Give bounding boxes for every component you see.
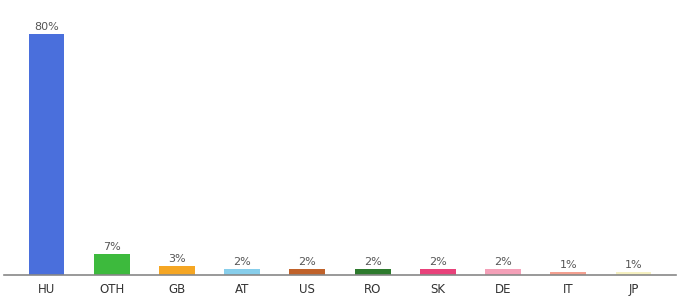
Text: 2%: 2% <box>429 257 447 267</box>
Text: 80%: 80% <box>34 22 59 32</box>
Bar <box>94 254 130 275</box>
Text: 2%: 2% <box>299 257 316 267</box>
Text: 3%: 3% <box>168 254 186 264</box>
Text: 2%: 2% <box>233 257 251 267</box>
Bar <box>420 269 456 275</box>
Bar <box>355 269 390 275</box>
Bar <box>550 272 586 275</box>
Bar <box>615 272 651 275</box>
Text: 7%: 7% <box>103 242 120 252</box>
Text: 1%: 1% <box>560 260 577 270</box>
Bar <box>485 269 521 275</box>
Text: 2%: 2% <box>364 257 381 267</box>
Bar <box>224 269 260 275</box>
Bar <box>29 34 65 275</box>
Bar <box>159 266 195 275</box>
Text: 2%: 2% <box>494 257 512 267</box>
Bar <box>290 269 325 275</box>
Text: 1%: 1% <box>625 260 642 270</box>
